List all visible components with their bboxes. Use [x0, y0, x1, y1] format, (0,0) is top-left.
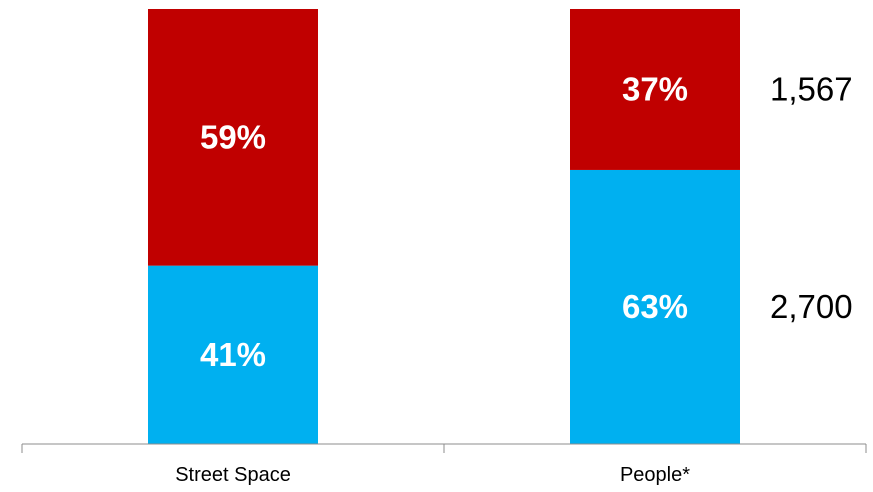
bar-segment: [148, 9, 318, 266]
data-label: 37%: [622, 70, 688, 107]
data-label: 41%: [200, 336, 266, 373]
labels-layer: 41% 59% Street Space 63% 37% People* 1,567 2,70…: [175, 70, 852, 486]
x-axis: [21, 443, 867, 453]
category-label: People*: [620, 464, 690, 486]
data-label: 63%: [622, 288, 688, 325]
category-label: Street Space: [175, 464, 291, 486]
side-value-label: 1,567: [770, 70, 853, 107]
bar-segment: [570, 9, 740, 170]
bar-segment: [570, 169, 740, 444]
data-label: 59%: [200, 118, 266, 155]
bars-layer: [148, 9, 740, 444]
bar-segment: [148, 265, 318, 444]
side-value-label: 2,700: [770, 288, 853, 325]
